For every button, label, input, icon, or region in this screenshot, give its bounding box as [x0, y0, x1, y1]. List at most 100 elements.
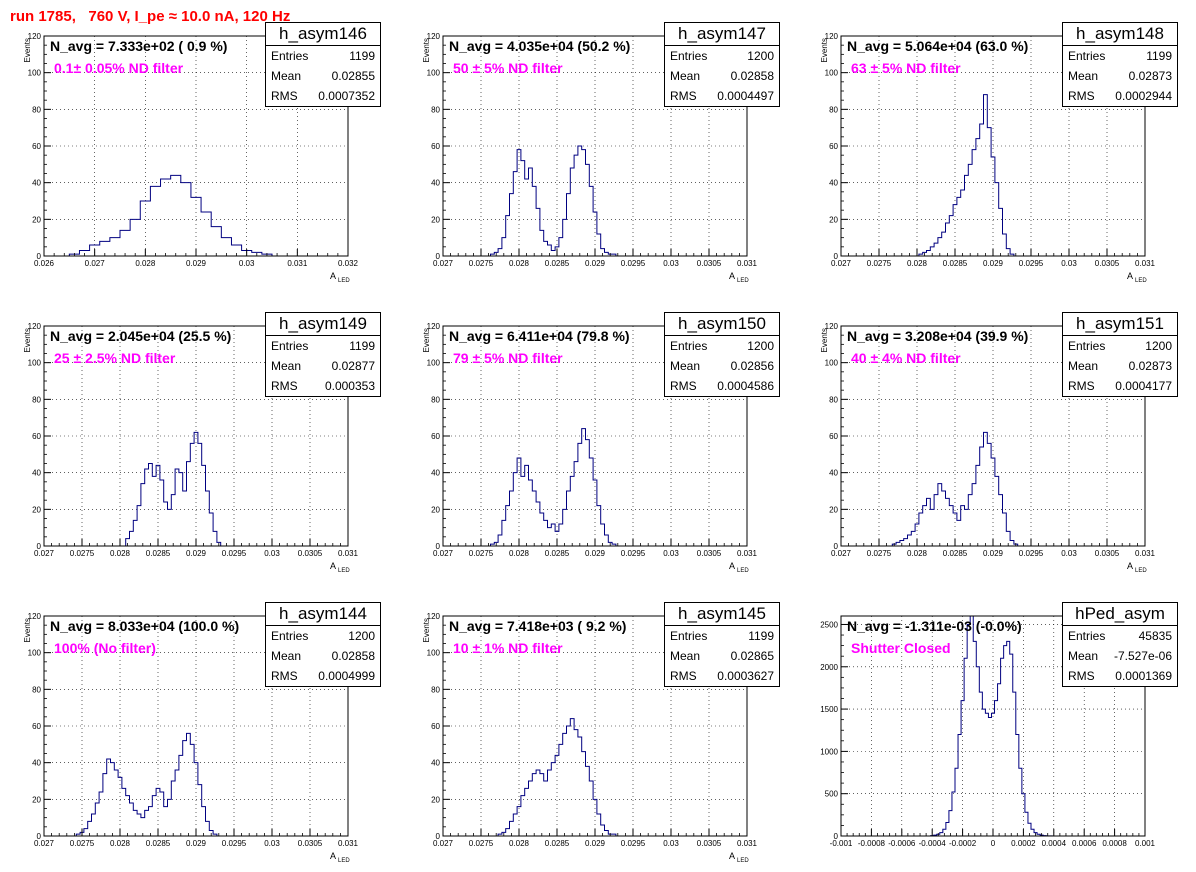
y-tick-label: 40 — [32, 469, 41, 478]
y-tick-label: 0 — [436, 832, 441, 841]
x-tick-label: 0.0305 — [1095, 259, 1120, 268]
stats-row-entries: Entries 1200 — [266, 626, 380, 646]
stats-row-rms: RMS 0.0002944 — [1063, 86, 1177, 106]
filter-label: 50 ± 5% ND filter — [453, 60, 563, 76]
x-tick-label: 0.027 — [34, 549, 55, 558]
x-tick-label: 0.028 — [509, 549, 530, 558]
x-tick-label: 0.0008 — [1102, 839, 1127, 848]
stats-row-mean: Mean 0.02873 — [1063, 66, 1177, 86]
x-tick-label: 0.031 — [338, 839, 359, 848]
stats-row-mean: Mean 0.02865 — [665, 646, 779, 666]
y-tick-label: 40 — [431, 179, 440, 188]
y-tick-label: 0 — [436, 542, 441, 551]
stats-key: Entries — [1068, 49, 1106, 63]
y-tick-label: 120 — [825, 322, 839, 331]
stats-row-entries: Entries 1199 — [266, 336, 380, 356]
y-tick-label: 0 — [37, 542, 42, 551]
y-tick-label: 0 — [834, 832, 839, 841]
x-tick-label: 0.0275 — [70, 549, 95, 558]
x-axis-title: A — [330, 851, 336, 861]
stats-key: Entries — [271, 629, 309, 643]
stats-key: Mean — [1068, 359, 1099, 373]
y-tick-label: 60 — [431, 722, 440, 731]
histogram-pad-h_asym146: 0.026 0.027 0.028 0.029 0.03 0.031 0.032 0 20 40 6… — [23, 32, 359, 284]
y-tick-label: 100 — [825, 69, 839, 78]
stats-value: 0.02877 — [331, 359, 375, 373]
x-axis-title: A — [729, 561, 735, 571]
stats-row-mean: Mean 0.02856 — [665, 356, 779, 376]
stats-key: Entries — [670, 629, 708, 643]
y-tick-label: 40 — [829, 469, 838, 478]
stats-row-rms: RMS 0.0004586 — [665, 376, 779, 396]
navg-label: N_avg = 7.418e+03 ( 9.2 %) — [449, 618, 627, 634]
y-tick-label: 1000 — [820, 747, 838, 756]
x-tick-label: 0.0275 — [469, 549, 494, 558]
stats-value: 1199 — [1146, 49, 1172, 63]
stats-value: 1200 — [1145, 339, 1172, 353]
stats-row-entries: Entries 1199 — [266, 46, 380, 66]
x-axis-title: A — [729, 851, 735, 861]
y-tick-label: 2000 — [820, 663, 838, 672]
stats-key: Entries — [271, 49, 309, 63]
filter-label: 63 ± 5% ND filter — [851, 60, 961, 76]
y-tick-label: 120 — [28, 32, 42, 41]
x-tick-label: 0.031 — [1135, 549, 1156, 558]
x-tick-label: 0.027 — [34, 839, 55, 848]
stats-box-title: h_asym145 — [665, 603, 779, 626]
histogram-line-h_asym144 — [75, 732, 218, 836]
x-tick-label: 0.0275 — [867, 549, 892, 558]
x-tick-label: 0.028 — [509, 259, 530, 268]
x-tick-label: 0.029 — [983, 259, 1004, 268]
x-tick-label: 0.0285 — [545, 259, 570, 268]
y-tick-label: 100 — [825, 359, 839, 368]
stats-key: Mean — [670, 359, 701, 373]
stats-row-mean: Mean -7.527e-06 — [1063, 646, 1177, 666]
x-tick-label: 0.0004 — [1042, 839, 1067, 848]
stats-key: RMS — [271, 669, 298, 683]
stats-box: h_asym148 Entries 1199 Mean 0.02873 RMS 0.0002… — [1062, 22, 1178, 107]
x-tick-label: 0.028 — [509, 839, 530, 848]
x-tick-label: 0.028 — [110, 549, 131, 558]
stats-value: 0.02858 — [331, 649, 375, 663]
x-tick-label: 0.0285 — [545, 549, 570, 558]
y-tick-label: 20 — [431, 505, 440, 514]
stats-box: hPed_asym Entries 45835 Mean -7.527e-06 RMS 0.… — [1062, 602, 1178, 687]
x-tick-label: 0.0285 — [545, 839, 570, 848]
stats-value: -7.527e-06 — [1113, 649, 1172, 663]
stats-box: h_asym149 Entries 1199 Mean 0.02877 RMS 0.0003… — [265, 312, 381, 397]
x-tick-label: -0.0002 — [949, 839, 977, 848]
stats-box: h_asym145 Entries 1199 Mean 0.02865 RMS 0.0003… — [664, 602, 780, 687]
x-tick-label: 0.0006 — [1072, 839, 1097, 848]
stats-value: 1199 — [748, 629, 774, 643]
x-tick-label: 0.031 — [737, 549, 758, 558]
x-axis-title: A — [729, 271, 735, 281]
histogram-pad-h_asym149: 0.027 0.0275 0.028 0.0285 0.029 0.0295 0.03 0.0… — [23, 322, 359, 574]
stats-box-title: h_asym148 — [1063, 23, 1177, 46]
stats-row-rms: RMS 0.0004497 — [665, 86, 779, 106]
x-tick-label: 0.029 — [983, 549, 1004, 558]
x-tick-label: -0.0006 — [888, 839, 916, 848]
histogram-line-hPed_asym — [930, 615, 1053, 837]
stats-row-mean: Mean 0.02855 — [266, 66, 380, 86]
x-tick-label: -0.001 — [830, 839, 853, 848]
stats-key: RMS — [1068, 89, 1095, 103]
stats-value: 0.000353 — [324, 379, 375, 393]
stats-row-rms: RMS 0.0001369 — [1063, 666, 1177, 686]
x-axis-title: A — [330, 271, 336, 281]
x-tick-label: 0.031 — [1135, 259, 1156, 268]
y-tick-label: 20 — [829, 215, 838, 224]
stats-value: 0.0004177 — [1115, 379, 1172, 393]
stats-key: RMS — [670, 89, 697, 103]
x-tick-label: 0.0295 — [621, 259, 646, 268]
stats-key: RMS — [1068, 379, 1095, 393]
x-tick-label: 0.027 — [85, 259, 106, 268]
y-axis-title: Events — [23, 328, 32, 352]
y-tick-label: 100 — [28, 649, 42, 658]
stats-box-title: h_asym144 — [266, 603, 380, 626]
y-tick-label: 100 — [427, 359, 441, 368]
y-tick-label: 40 — [431, 469, 440, 478]
filter-label: 0.1± 0.05% ND filter — [54, 60, 184, 76]
y-tick-label: 20 — [431, 795, 440, 804]
x-axis-title-subscript: LED — [1135, 568, 1147, 574]
y-tick-label: 80 — [32, 685, 41, 694]
